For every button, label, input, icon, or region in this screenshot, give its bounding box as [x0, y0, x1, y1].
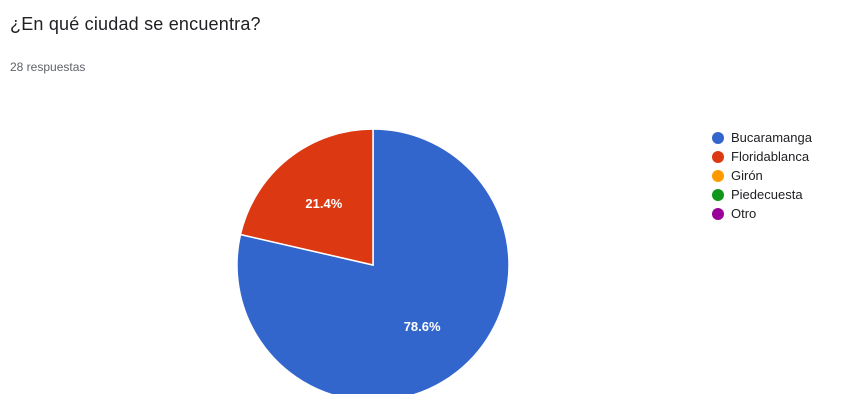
legend-label: Otro: [731, 206, 757, 221]
legend-item-bucaramanga[interactable]: Bucaramanga: [712, 128, 812, 147]
legend-label: Piedecuesta: [731, 187, 803, 202]
legend-label: Floridablanca: [731, 149, 810, 164]
legend-label: Bucaramanga: [731, 130, 812, 145]
legend-item-gir-n[interactable]: Girón: [712, 166, 812, 185]
pie-slice-label: 21.4%: [305, 196, 342, 211]
question-title: ¿En qué ciudad se encuentra?: [10, 14, 261, 34]
chart-legend: Bucaramanga Floridablanca Girón Piedecuesta…: [712, 128, 812, 223]
legend-swatch: [712, 188, 724, 201]
legend-item-piedecuesta[interactable]: Piedecuesta: [712, 185, 812, 204]
response-count: 28 respuestas: [10, 60, 86, 74]
legend-swatch: [712, 169, 724, 182]
pie-slice-floridablanca[interactable]: [239, 128, 374, 266]
legend-swatch: [712, 207, 724, 220]
legend-item-floridablanca[interactable]: Floridablanca: [712, 147, 812, 166]
legend-label: Girón: [731, 168, 763, 183]
legend-swatch: [712, 131, 724, 144]
legend-item-otro[interactable]: Otro: [712, 204, 812, 223]
legend-swatch: [712, 150, 724, 163]
pie-slice-label: 78.6%: [404, 319, 441, 334]
pie-slice-bucaramanga[interactable]: [236, 128, 510, 394]
